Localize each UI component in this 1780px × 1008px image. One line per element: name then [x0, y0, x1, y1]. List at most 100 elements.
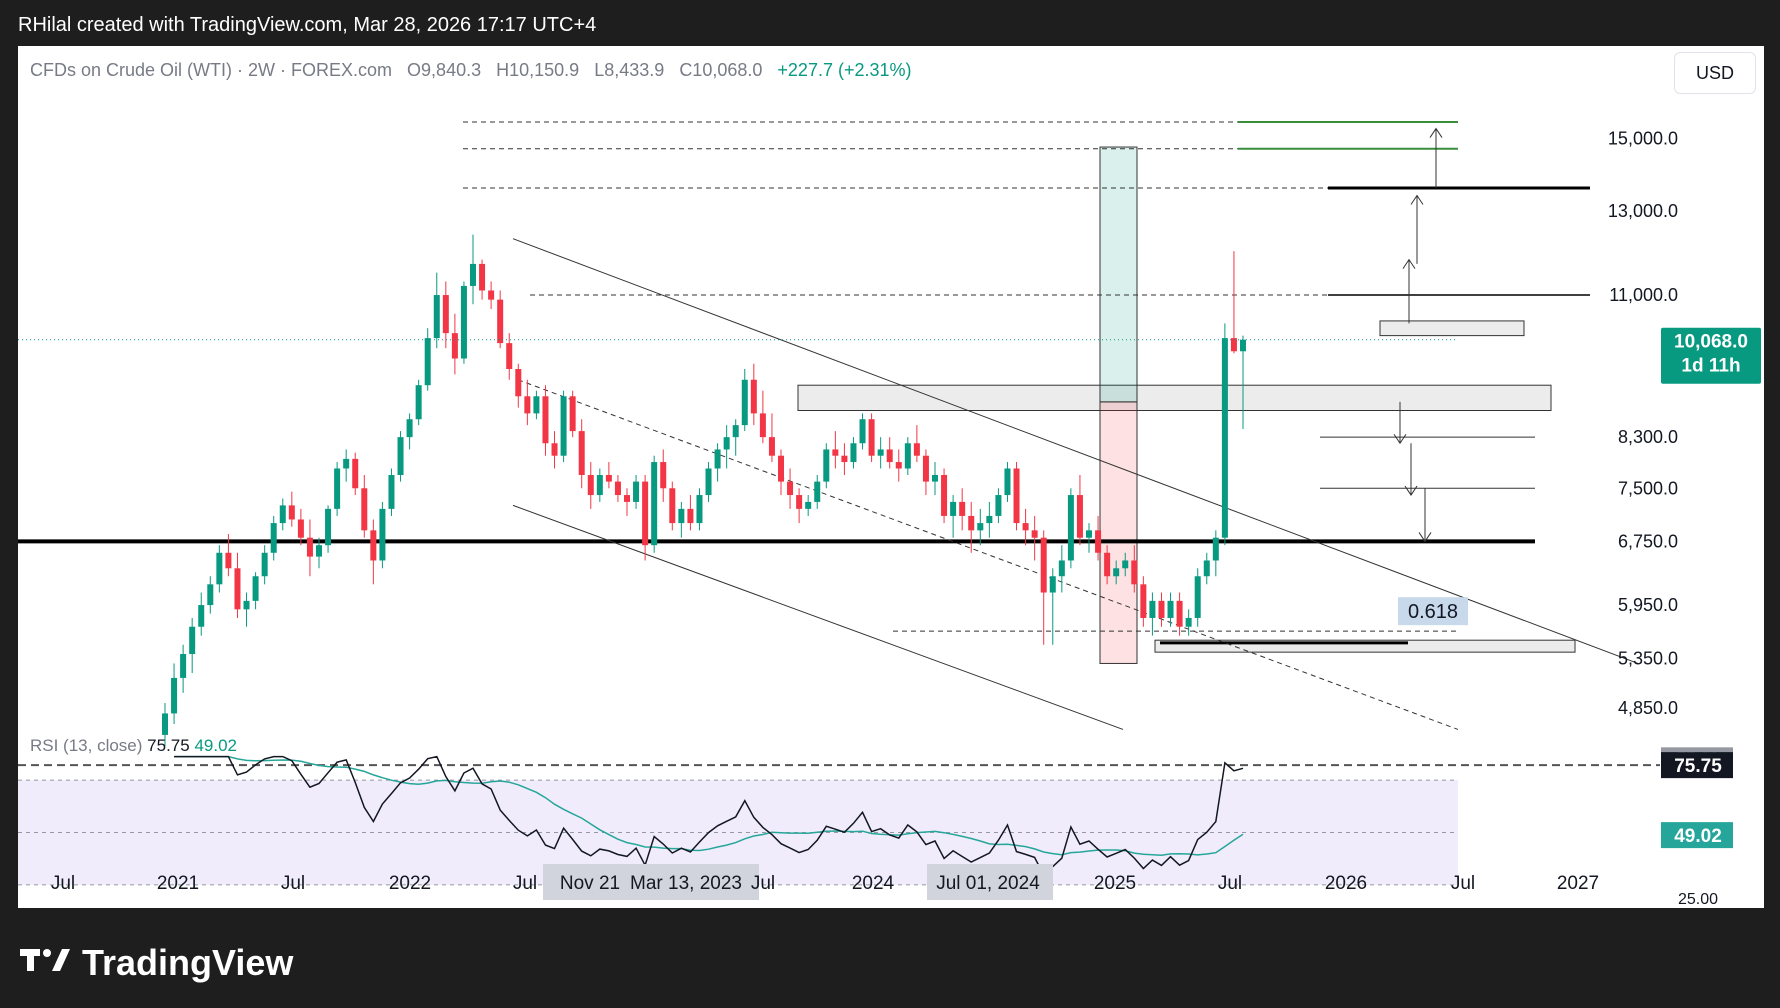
channel-lower-line: [512, 504, 1124, 730]
price-tick-label: 5,950.0: [1618, 595, 1678, 615]
candle-body: [406, 419, 413, 438]
candle-body: [859, 419, 866, 444]
last-price-badge: [1661, 327, 1761, 384]
candle-body: [850, 443, 857, 463]
candle-body: [397, 437, 404, 475]
candle-body: [932, 474, 938, 482]
candle-body: [823, 449, 830, 482]
candle-body: [379, 508, 386, 561]
up-arrow-head: [1402, 258, 1416, 269]
price-tick-label: 7,500.0: [1618, 478, 1678, 498]
candle-body: [370, 530, 377, 561]
candle-body: [1194, 576, 1201, 618]
candle-body: [877, 449, 884, 456]
candle-body: [343, 458, 350, 469]
candle-body: [497, 299, 504, 344]
candle-body: [1086, 530, 1092, 538]
candle-body: [660, 462, 667, 489]
candle-body: [841, 455, 848, 463]
rsi-legend: RSI (13, close) 75.75 49.02: [30, 736, 237, 756]
currency-button[interactable]: USD: [1674, 52, 1756, 94]
time-tick-label: Jul 01, 2024: [936, 873, 1040, 894]
time-tick-label: 2022: [389, 873, 431, 894]
candle-body: [814, 481, 821, 502]
candle-body: [288, 505, 295, 520]
last-price-label: 10,068.0: [1674, 332, 1748, 353]
candle-body: [1131, 560, 1138, 585]
candle-body: [442, 295, 449, 334]
rsi-legend-ma: 49.02: [194, 736, 237, 755]
price-tick-label: 15,000.0: [1608, 129, 1678, 149]
fib-label: 0.618: [1408, 601, 1458, 623]
candle-body: [587, 474, 594, 496]
tradingview-logo-icon: [20, 939, 72, 987]
candle-body: [198, 605, 205, 627]
symbol-name[interactable]: CFDs on Crude Oil (WTI) · 2W · FOREX.com: [30, 60, 393, 80]
candle-body: [252, 576, 259, 601]
tradingview-footer: TradingView: [20, 938, 293, 988]
candle-body: [1240, 339, 1246, 352]
candle-body: [388, 474, 395, 509]
candle-body: [1049, 576, 1056, 593]
candle-body: [1221, 338, 1228, 538]
rsi-label[interactable]: RSI (13, close): [30, 736, 143, 755]
candle-body: [941, 474, 948, 516]
candle-body: [569, 396, 576, 432]
close-value: C10,068.0: [679, 60, 763, 80]
open-value: O9,840.3: [407, 60, 482, 80]
candle-body: [433, 295, 440, 339]
candle-body: [651, 462, 658, 546]
rsi-value-label: 75.75: [1674, 756, 1722, 777]
down-arrow-head: [1393, 433, 1407, 445]
candle-body: [995, 495, 1002, 516]
candle-body: [216, 552, 223, 585]
candle-body: [189, 626, 196, 655]
candle-body: [1149, 600, 1156, 618]
up-arrow-head: [1429, 127, 1443, 138]
countdown-label: 1d 11h: [1681, 356, 1740, 377]
candle-body: [732, 425, 739, 438]
candle-body: [1076, 495, 1083, 538]
candle-body: [596, 474, 603, 496]
candle-body: [334, 468, 341, 509]
time-axis-crosshair-box: [927, 864, 1053, 900]
candle-body: [297, 519, 304, 538]
high-value: H10,150.9: [496, 60, 580, 80]
channel-upper-line: [512, 238, 1639, 664]
candle-body: [1058, 560, 1065, 577]
candle-body: [750, 379, 757, 414]
down-arrow-head: [1404, 485, 1418, 496]
candle-body: [886, 449, 893, 463]
candle-body: [488, 290, 495, 300]
chart-panel[interactable]: 0.618 15,000.0 13,000.0 11,000.0 8,300.0 7,50…: [18, 46, 1764, 908]
candle-body: [1167, 600, 1174, 618]
candle-body: [1104, 552, 1111, 577]
time-tick-label: Jul: [1451, 873, 1475, 894]
rsi-value-badge: [1661, 752, 1733, 779]
candle-body: [325, 508, 332, 546]
candle-body: [642, 481, 649, 546]
fib-label-box: [1398, 597, 1468, 626]
candle-body: [614, 481, 621, 496]
symbol-legend: CFDs on Crude Oil (WTI) · 2W · FOREX.com…: [30, 60, 912, 81]
candle-body: [605, 474, 612, 482]
candle-body: [279, 505, 286, 524]
candle-body: [171, 677, 178, 714]
candle-body: [805, 501, 812, 509]
near-resistance-box: [1379, 320, 1525, 337]
candle-body: [524, 396, 531, 414]
candle-body: [180, 654, 187, 678]
candle-body: [470, 263, 476, 286]
rsi-line: [174, 755, 1244, 877]
candle-body: [1067, 495, 1074, 561]
candle-body: [1022, 523, 1029, 531]
candle-body: [234, 568, 241, 610]
time-tick-label: Jul: [513, 873, 537, 894]
low-value: L8,433.9: [594, 60, 665, 80]
measured-move-profit-box: [1099, 146, 1138, 403]
price-tick-label: 13,000.0: [1608, 201, 1678, 221]
time-tick-label: 2026: [1325, 873, 1367, 894]
candle-body: [542, 396, 549, 444]
candle-body: [624, 495, 630, 502]
chart-canvas[interactable]: 0.618 15,000.0 13,000.0 11,000.0 8,300.0 7,50…: [18, 46, 1764, 908]
